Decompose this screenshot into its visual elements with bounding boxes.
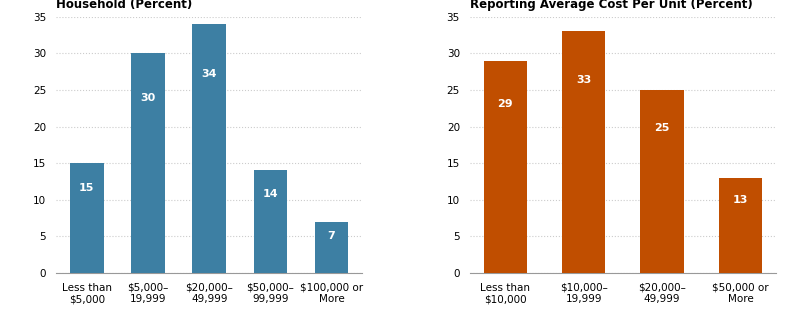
Text: 13: 13 bbox=[733, 195, 748, 205]
Bar bbox=[314, 222, 349, 273]
Bar bbox=[483, 61, 526, 273]
Text: Share of Municipal Home Repair Programs
Reporting Maximum Eligible Funding per
H: Share of Municipal Home Repair Programs … bbox=[56, 0, 338, 11]
Bar bbox=[719, 178, 762, 273]
Bar bbox=[131, 53, 165, 273]
Bar bbox=[192, 24, 226, 273]
Text: 29: 29 bbox=[498, 99, 513, 109]
Text: 14: 14 bbox=[262, 189, 278, 199]
Text: 7: 7 bbox=[328, 231, 335, 241]
Bar bbox=[641, 90, 684, 273]
Bar bbox=[254, 170, 287, 273]
Text: 25: 25 bbox=[654, 123, 670, 133]
Text: 34: 34 bbox=[202, 69, 217, 79]
Text: 30: 30 bbox=[140, 93, 156, 103]
Text: 15: 15 bbox=[79, 183, 94, 193]
Text: 33: 33 bbox=[576, 75, 591, 85]
Bar bbox=[562, 31, 605, 273]
Text: Share of Municipal Home Repair Programs
Reporting Average Cost Per Unit (Percent: Share of Municipal Home Repair Programs … bbox=[470, 0, 752, 11]
Bar bbox=[70, 163, 103, 273]
